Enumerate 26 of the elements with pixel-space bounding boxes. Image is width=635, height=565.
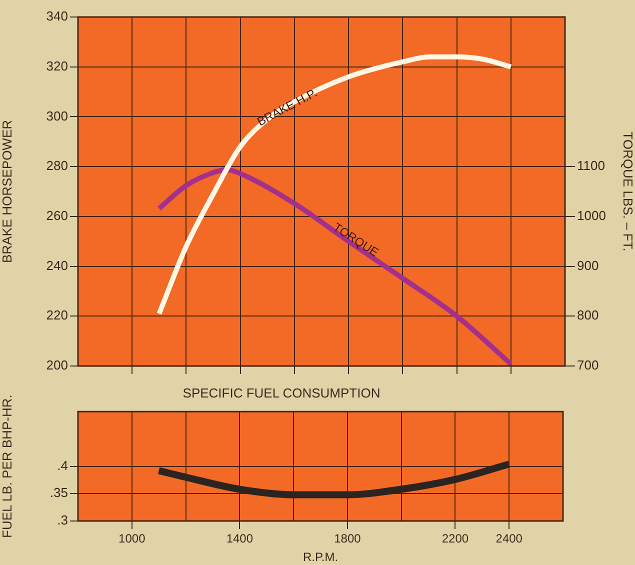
x-axis-title: R.P.M. [302, 550, 338, 564]
y-tick-label: .3 [57, 512, 68, 528]
chart-title: SPECIFIC FUEL CONSUMPTION [182, 385, 380, 400]
y-axis-title: BRAKE HORSEPOWER [0, 120, 14, 264]
y-tick-label: 200 [46, 358, 68, 373]
x-tick-label: 2200 [442, 532, 469, 546]
x-tick-label: 2400 [496, 532, 523, 546]
y-tick-label: 300 [46, 108, 68, 124]
y2-tick-label: 700 [577, 358, 599, 373]
y-tick-label: 260 [46, 208, 68, 224]
y-tick-label: 320 [46, 58, 68, 74]
y-tick-label: .35 [50, 485, 68, 500]
x-tick-label: 1800 [334, 532, 362, 546]
y2-tick-label: 900 [577, 258, 599, 273]
y2-axis-title: TORQUE LBS. – FT. [620, 132, 635, 252]
y-tick-label: 220 [46, 308, 68, 323]
y-tick-label: .4 [57, 458, 68, 473]
y2-tick-label: 1100 [577, 158, 605, 174]
y-axis-title: FUEL LB. PER BHP-HR. [0, 394, 14, 538]
y2-tick-label: 800 [577, 308, 599, 323]
y2-tick-label: 1000 [577, 208, 606, 224]
y-tick-label: 340 [46, 8, 68, 24]
x-tick-label: 1000 [118, 532, 146, 546]
y-tick-label: 240 [46, 258, 68, 273]
y-tick-label: 280 [46, 158, 68, 174]
x-tick-label: 1400 [226, 532, 254, 546]
